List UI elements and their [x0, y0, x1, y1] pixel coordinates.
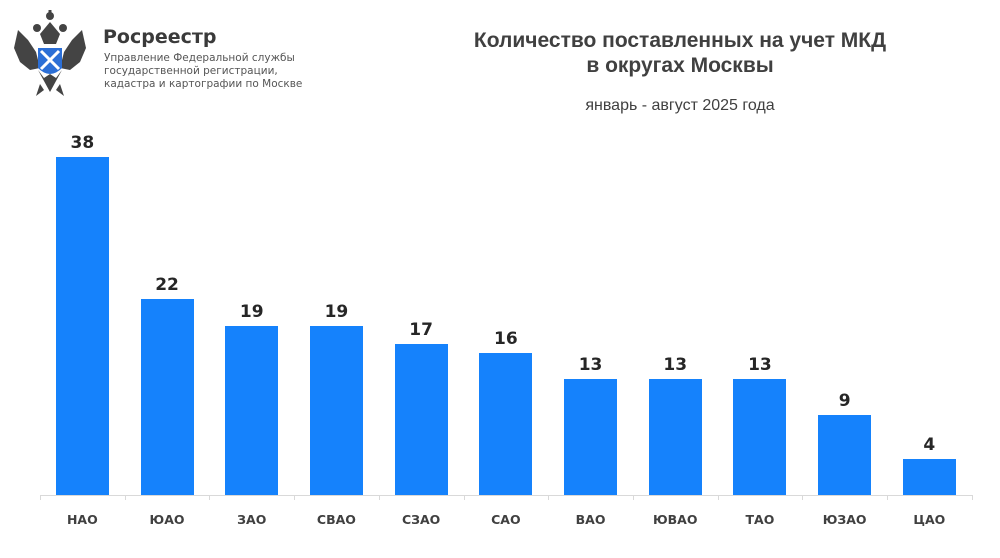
x-tick — [802, 495, 804, 500]
bar-НАО — [55, 156, 109, 495]
bar-САО — [479, 352, 533, 495]
x-tick-label: ТАО — [745, 512, 775, 527]
x-tick-label: НАО — [66, 512, 98, 527]
data-label: 16 — [494, 328, 518, 349]
x-tick — [124, 495, 126, 500]
chart-title: Количество поставленных на учет МКД в ок… — [430, 28, 930, 78]
x-tick-label: ЮАО — [149, 512, 185, 527]
x-tick-label: ВАО — [575, 512, 606, 527]
x-tick-label: СЗАО — [401, 512, 441, 527]
bar-ВАО — [564, 379, 618, 495]
brand-subtitle-line: государственной регистрации, — [104, 65, 278, 77]
bar-СВАО — [309, 325, 363, 495]
data-label: 9 — [838, 390, 851, 411]
x-tick — [378, 495, 380, 500]
x-tick-label: ЮЗАО — [822, 512, 867, 527]
brand-subtitle-line: Управление Федеральной службы — [104, 52, 295, 64]
data-label: 13 — [748, 355, 772, 376]
rosreestr-emblem-icon — [10, 8, 90, 98]
brand-name: Росреестр — [103, 26, 217, 48]
x-tick — [463, 495, 465, 500]
x-tick — [632, 495, 634, 500]
bar-СЗАО — [394, 343, 448, 495]
chart-subtitle: январь - август 2025 года — [585, 97, 775, 114]
bar-ЗАО — [225, 325, 279, 495]
data-label: 13 — [578, 355, 603, 376]
x-tick — [40, 495, 41, 500]
brand-subtitle: Управление Федеральной службы государств… — [104, 52, 304, 91]
bar-ТАО — [733, 379, 787, 495]
data-label: 13 — [663, 355, 688, 376]
data-label: 19 — [239, 301, 264, 322]
bar-ЮЗАО — [818, 414, 872, 495]
x-tick — [971, 495, 973, 500]
x-tick-label: СВАО — [316, 512, 356, 527]
data-label: 22 — [155, 275, 179, 296]
bar-ЦАО — [902, 459, 956, 495]
data-label: 17 — [409, 319, 433, 340]
bar-ЮАО — [140, 299, 194, 495]
x-tick — [294, 495, 296, 500]
data-label: 4 — [923, 435, 936, 456]
chart-title-line: в округах Москвы — [586, 54, 774, 77]
x-tick — [887, 495, 888, 500]
x-tick-label: ЗАО — [237, 512, 267, 527]
x-tick — [209, 495, 211, 500]
x-tick-label: ЮВАО — [652, 512, 698, 527]
chart-title-line: Количество поставленных на учет МКД — [473, 29, 887, 52]
x-tick — [548, 495, 550, 500]
x-tick-label: САО — [491, 512, 521, 527]
bar-ЮВАО — [648, 379, 702, 495]
data-label: 19 — [324, 301, 349, 322]
x-axis-line — [40, 495, 972, 496]
x-tick — [717, 495, 719, 500]
x-tick-label: ЦАО — [913, 512, 946, 527]
data-label: 38 — [70, 132, 95, 153]
brand-subtitle-line: кадастра и картографии по Москве — [104, 78, 303, 90]
